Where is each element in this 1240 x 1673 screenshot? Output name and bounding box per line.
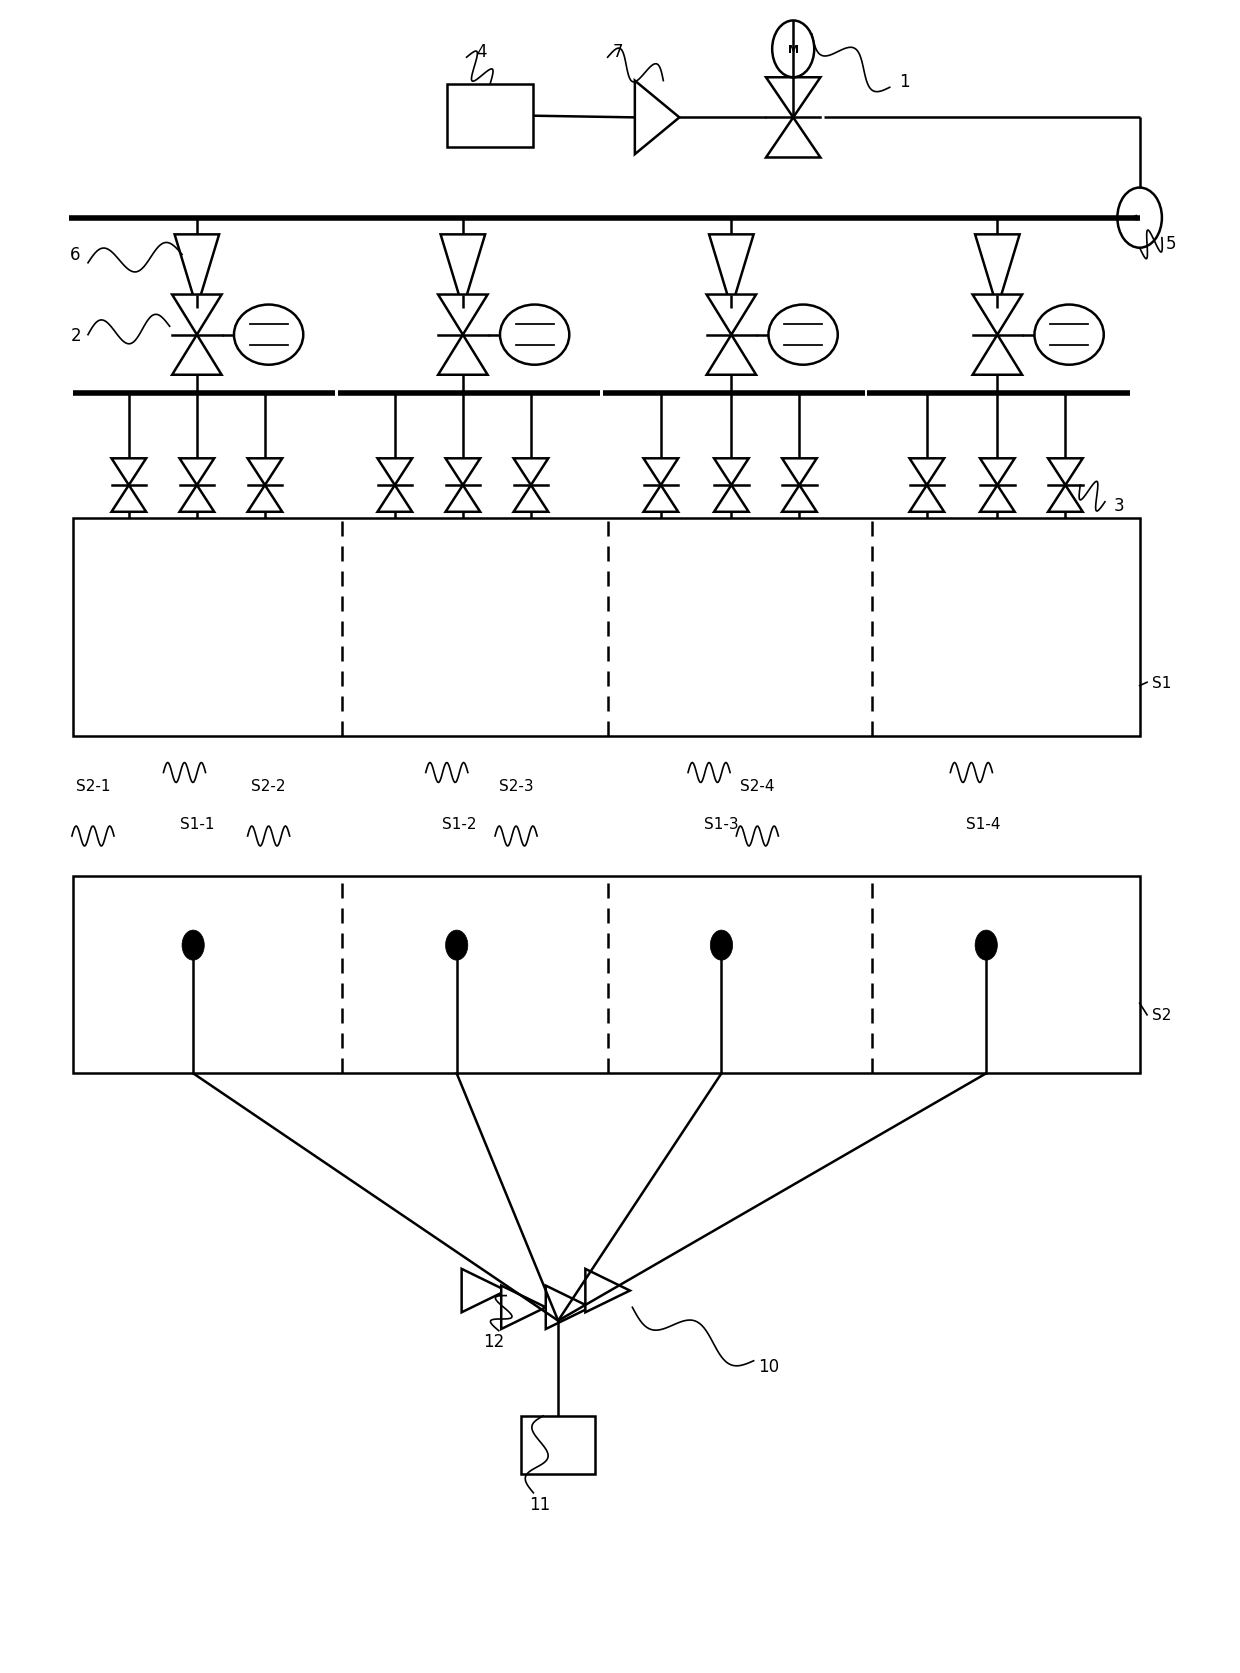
- Ellipse shape: [769, 306, 838, 365]
- Polygon shape: [782, 458, 817, 485]
- Ellipse shape: [500, 306, 569, 365]
- Text: S2-3: S2-3: [498, 778, 533, 793]
- Circle shape: [1117, 189, 1162, 249]
- Bar: [446, 85, 533, 149]
- Polygon shape: [175, 236, 219, 310]
- Text: 6: 6: [71, 246, 81, 264]
- Polygon shape: [644, 485, 678, 512]
- Text: S1-4: S1-4: [966, 816, 1001, 831]
- Text: S2-2: S2-2: [252, 778, 286, 793]
- Polygon shape: [635, 82, 680, 156]
- Polygon shape: [644, 458, 678, 485]
- Polygon shape: [909, 485, 944, 512]
- Text: S1-1: S1-1: [180, 816, 215, 831]
- Polygon shape: [1048, 458, 1083, 485]
- Text: 1: 1: [899, 72, 910, 90]
- Polygon shape: [714, 485, 749, 512]
- Polygon shape: [972, 335, 1022, 375]
- Circle shape: [773, 22, 815, 79]
- Circle shape: [975, 930, 997, 960]
- Polygon shape: [112, 458, 146, 485]
- Text: 3: 3: [1114, 497, 1123, 515]
- Polygon shape: [248, 458, 283, 485]
- Polygon shape: [445, 458, 480, 485]
- Circle shape: [445, 930, 467, 960]
- Polygon shape: [172, 335, 222, 375]
- Polygon shape: [438, 335, 487, 375]
- Text: S1-3: S1-3: [704, 816, 739, 831]
- Polygon shape: [501, 1287, 546, 1330]
- Polygon shape: [972, 296, 1022, 335]
- Polygon shape: [180, 485, 215, 512]
- Polygon shape: [766, 119, 821, 159]
- Polygon shape: [1048, 485, 1083, 512]
- Polygon shape: [980, 458, 1014, 485]
- Text: 2: 2: [71, 326, 81, 345]
- Text: 5: 5: [1166, 234, 1176, 253]
- Polygon shape: [461, 1270, 506, 1313]
- Polygon shape: [513, 485, 548, 512]
- Text: S1: S1: [1152, 676, 1172, 691]
- Text: S2-1: S2-1: [76, 778, 110, 793]
- Text: 12: 12: [484, 1332, 505, 1350]
- Polygon shape: [975, 236, 1019, 310]
- Text: 11: 11: [529, 1496, 551, 1514]
- Polygon shape: [585, 1270, 630, 1313]
- Text: S2: S2: [1152, 1007, 1172, 1022]
- Text: M: M: [787, 45, 799, 55]
- Polygon shape: [714, 458, 749, 485]
- Text: 10: 10: [758, 1357, 779, 1375]
- Polygon shape: [782, 485, 817, 512]
- Polygon shape: [440, 236, 485, 310]
- Bar: [73, 877, 1140, 1074]
- Ellipse shape: [234, 306, 304, 365]
- Polygon shape: [377, 458, 412, 485]
- Polygon shape: [707, 296, 756, 335]
- Polygon shape: [707, 335, 756, 375]
- Polygon shape: [909, 458, 944, 485]
- Circle shape: [182, 930, 205, 960]
- Polygon shape: [513, 458, 548, 485]
- Polygon shape: [112, 485, 146, 512]
- Text: S1-2: S1-2: [441, 816, 476, 831]
- Polygon shape: [180, 458, 215, 485]
- Polygon shape: [546, 1287, 590, 1330]
- Circle shape: [711, 930, 733, 960]
- Polygon shape: [766, 79, 821, 119]
- Text: S2-4: S2-4: [740, 778, 775, 793]
- Polygon shape: [980, 485, 1014, 512]
- Polygon shape: [445, 485, 480, 512]
- Polygon shape: [438, 296, 487, 335]
- Polygon shape: [172, 296, 222, 335]
- Bar: [73, 519, 1140, 736]
- Polygon shape: [377, 485, 412, 512]
- Text: 7: 7: [613, 42, 622, 60]
- Ellipse shape: [1034, 306, 1104, 365]
- Text: 4: 4: [476, 42, 486, 60]
- Bar: [521, 1415, 595, 1474]
- Polygon shape: [248, 485, 283, 512]
- Polygon shape: [709, 236, 754, 310]
